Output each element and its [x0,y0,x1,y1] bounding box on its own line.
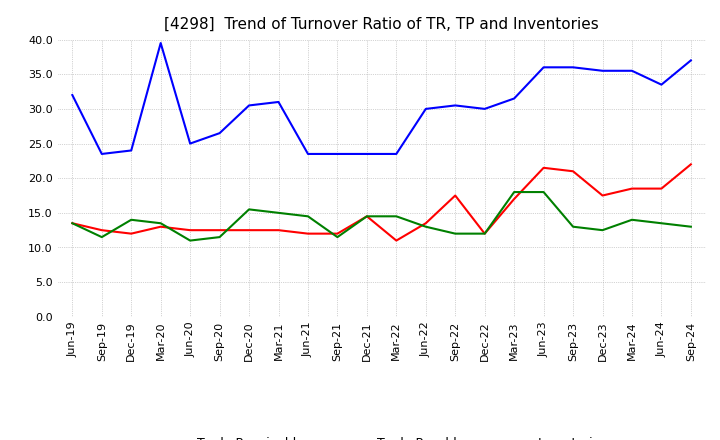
Trade Payables [245,103,253,108]
Trade Payables [598,68,607,73]
Inventories [451,231,459,236]
Trade Receivables [215,227,224,233]
Trade Payables [569,65,577,70]
Trade Receivables [539,165,548,170]
Trade Receivables [245,227,253,233]
Line: Trade Receivables: Trade Receivables [72,164,691,241]
Line: Trade Payables: Trade Payables [72,43,691,154]
Trade Receivables [333,231,342,236]
Inventories [539,189,548,194]
Trade Receivables [421,220,430,226]
Legend: Trade Receivables, Trade Payables, Inventories: Trade Receivables, Trade Payables, Inven… [151,432,612,440]
Trade Receivables [392,238,400,243]
Inventories [480,231,489,236]
Inventories [215,235,224,240]
Inventories [569,224,577,229]
Trade Payables [628,68,636,73]
Inventories [628,217,636,222]
Trade Payables [215,131,224,136]
Trade Receivables [363,214,372,219]
Trade Payables [333,151,342,157]
Trade Receivables [97,227,106,233]
Trade Payables [363,151,372,157]
Inventories [363,214,372,219]
Inventories [421,224,430,229]
Trade Receivables [687,161,696,167]
Inventories [657,220,666,226]
Trade Payables [274,99,283,105]
Trade Receivables [569,169,577,174]
Trade Receivables [68,220,76,226]
Trade Payables [421,106,430,111]
Trade Payables [127,148,135,153]
Trade Receivables [127,231,135,236]
Trade Receivables [598,193,607,198]
Inventories [186,238,194,243]
Trade Payables [392,151,400,157]
Trade Receivables [480,231,489,236]
Inventories [68,220,76,226]
Trade Payables [97,151,106,157]
Trade Receivables [510,196,518,202]
Inventories [156,220,165,226]
Inventories [274,210,283,216]
Trade Payables [304,151,312,157]
Trade Receivables [156,224,165,229]
Trade Receivables [628,186,636,191]
Inventories [245,207,253,212]
Trade Payables [539,65,548,70]
Inventories [97,235,106,240]
Inventories [510,189,518,194]
Inventories [304,214,312,219]
Inventories [392,214,400,219]
Trade Payables [186,141,194,146]
Line: Inventories: Inventories [72,192,691,241]
Inventories [333,235,342,240]
Inventories [687,224,696,229]
Title: [4298]  Trend of Turnover Ratio of TR, TP and Inventories: [4298] Trend of Turnover Ratio of TR, TP… [164,16,599,32]
Inventories [127,217,135,222]
Trade Payables [68,92,76,98]
Trade Payables [657,82,666,87]
Trade Payables [687,58,696,63]
Trade Receivables [274,227,283,233]
Trade Receivables [304,231,312,236]
Trade Receivables [186,227,194,233]
Trade Payables [480,106,489,111]
Trade Payables [510,96,518,101]
Trade Receivables [657,186,666,191]
Trade Receivables [451,193,459,198]
Trade Payables [451,103,459,108]
Inventories [598,227,607,233]
Trade Payables [156,40,165,46]
